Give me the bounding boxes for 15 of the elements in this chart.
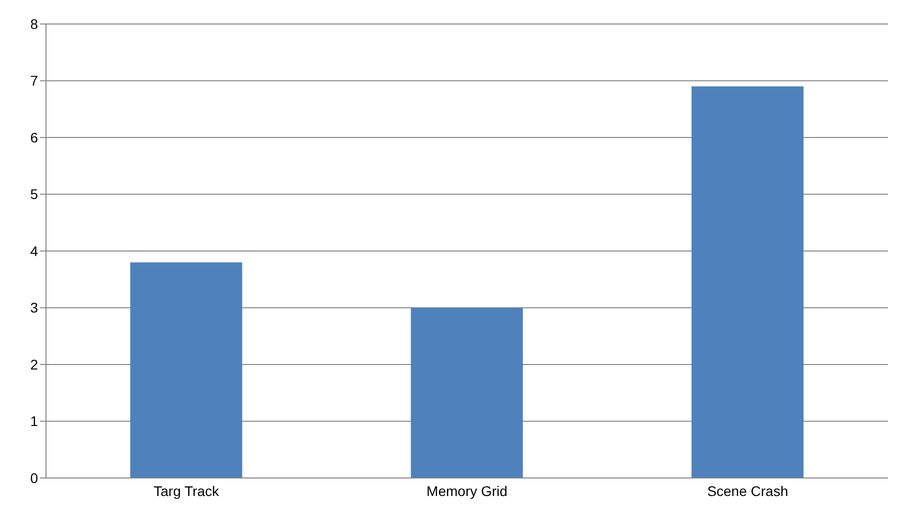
y-tick-label: 4 — [30, 242, 38, 259]
y-tick-label: 1 — [30, 413, 38, 430]
y-tick-label: 6 — [30, 129, 38, 146]
y-tick-label: 0 — [30, 470, 38, 486]
x-tick-label: Memory Grid — [426, 482, 508, 499]
x-tick-label: Scene Crash — [707, 482, 788, 499]
y-tick-label: 8 — [30, 16, 38, 32]
bar — [410, 308, 523, 478]
y-tick-label: 3 — [30, 300, 38, 316]
bar — [692, 86, 804, 478]
x-tick-label: Targ Track — [154, 482, 220, 499]
y-tick-label: 7 — [30, 72, 38, 89]
y-tick-label: 2 — [30, 356, 38, 372]
bar — [130, 262, 242, 478]
y-tick-label: 5 — [30, 186, 38, 202]
